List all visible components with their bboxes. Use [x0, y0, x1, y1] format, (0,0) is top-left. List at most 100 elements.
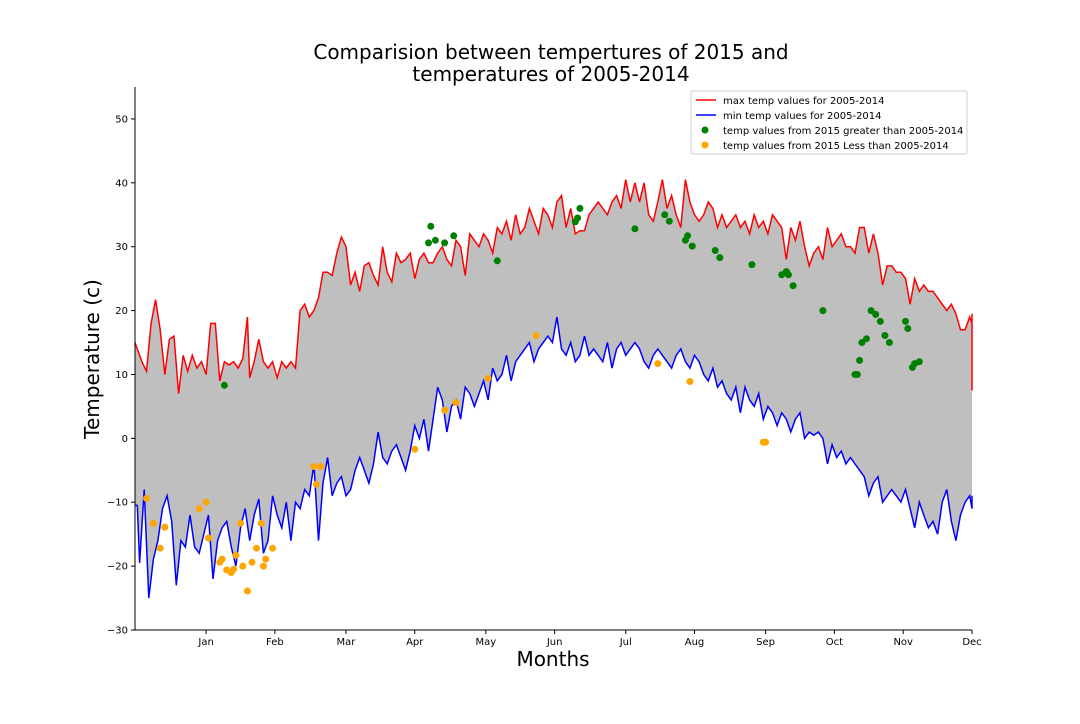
point-below-record — [253, 544, 260, 552]
range-fill-band — [135, 179, 972, 599]
point-above-record — [856, 356, 864, 364]
y-tick-label: 20 — [115, 306, 128, 317]
point-above-record — [427, 222, 435, 230]
point-below-record — [232, 551, 240, 559]
x-tick-label: Nov — [893, 637, 913, 648]
x-tick-label: Aug — [685, 637, 705, 648]
point-above-record — [431, 236, 439, 244]
point-above-record — [885, 339, 893, 346]
point-above-record — [493, 257, 501, 265]
point-below-record — [248, 558, 256, 566]
point-below-record — [257, 519, 265, 527]
y-tick-label: −30 — [107, 626, 128, 637]
chart-title-line-1: Comparision between tempertures of 2015 … — [313, 40, 788, 64]
point-above-record — [631, 225, 639, 233]
point-above-record — [902, 317, 909, 325]
x-tick-label: Apr — [406, 637, 424, 648]
point-above-record — [858, 339, 866, 346]
point-above-record — [819, 307, 827, 315]
point-below-record — [204, 534, 212, 542]
point-below-record — [452, 399, 460, 407]
point-below-record — [149, 519, 157, 527]
point-above-record — [574, 214, 582, 222]
point-above-record — [576, 204, 584, 212]
point-above-record — [688, 242, 696, 250]
point-above-record — [904, 325, 912, 332]
point-below-record — [441, 406, 449, 414]
y-tick-label: 10 — [115, 370, 128, 381]
point-below-record — [411, 445, 419, 453]
point-above-record — [876, 317, 884, 325]
point-below-record — [269, 544, 277, 552]
point-above-record — [863, 335, 870, 343]
legend-label-below: temp values from 2015 Less than 2005-201… — [723, 141, 949, 152]
x-tick-label: May — [476, 637, 497, 648]
y-tick-label: −20 — [107, 562, 128, 573]
x-tick-label: Jan — [197, 637, 213, 648]
chart-title-line-2: temperatures of 2005-2014 — [412, 62, 689, 86]
legend-label-max: max temp values for 2005-2014 — [723, 96, 884, 107]
x-axis-ticks: Jan Feb Mar Apr May Jun Jul Aug Sep Oct Nov Dec — [197, 630, 982, 648]
point-above-record — [665, 217, 673, 225]
point-above-record — [785, 271, 792, 279]
x-tick-label: Jul — [619, 637, 632, 648]
x-axis-label: Months — [516, 647, 589, 671]
point-below-record — [202, 498, 210, 506]
point-below-record — [161, 523, 169, 531]
point-below-record — [195, 505, 203, 513]
x-tick-label: Mar — [337, 637, 357, 648]
y-tick-label: 30 — [115, 242, 128, 253]
point-above-record — [450, 232, 458, 240]
point-below-record — [317, 463, 325, 470]
point-above-record — [425, 239, 432, 247]
point-below-record — [237, 519, 244, 527]
point-below-record — [484, 374, 492, 382]
point-above-record — [684, 232, 692, 240]
point-below-record — [762, 438, 770, 446]
point-below-record — [218, 555, 226, 563]
y-axis-label: Temperature (c) — [80, 279, 104, 440]
point-above-record — [915, 358, 923, 366]
point-below-record — [310, 463, 318, 470]
legend-label-min: min temp values for 2005-2014 — [723, 111, 882, 122]
y-axis-ticks: −30 −20 −10 0 10 20 30 40 50 — [107, 114, 135, 637]
point-above-record — [881, 332, 889, 339]
y-tick-label: 0 — [122, 434, 128, 445]
point-below-record — [262, 555, 270, 563]
point-below-record — [156, 544, 164, 552]
x-tick-label: Sep — [756, 637, 775, 648]
point-above-record — [661, 211, 669, 219]
legend-swatch-above-point — [701, 126, 709, 134]
y-tick-label: −10 — [107, 498, 128, 509]
point-below-record — [243, 587, 251, 595]
plot-area — [134, 179, 973, 599]
x-tick-label: Feb — [266, 637, 284, 648]
x-tick-label: Oct — [826, 637, 843, 648]
point-above-record — [716, 254, 724, 262]
point-above-record — [867, 307, 875, 315]
x-tick-label: Jun — [546, 637, 563, 648]
point-below-record — [230, 565, 238, 573]
max-temp-line — [134, 179, 973, 394]
point-above-record — [748, 261, 756, 269]
point-above-record — [872, 310, 880, 318]
point-above-record — [789, 282, 797, 290]
point-below-record — [239, 562, 247, 570]
legend-label-above: temp values from 2015 greater than 2005-… — [723, 126, 963, 137]
point-above-record — [441, 239, 449, 247]
min-temp-line — [135, 316, 973, 599]
y-tick-label: 50 — [115, 114, 128, 125]
point-above-record — [711, 247, 719, 254]
legend-swatch-below-point — [701, 141, 709, 149]
legend-frame — [690, 90, 968, 155]
point-below-record — [532, 332, 540, 339]
y-tick-label: 40 — [115, 178, 128, 189]
legend: max temp values for 2005-2014 min temp v… — [690, 90, 968, 155]
x-tick-label: Dec — [962, 637, 981, 648]
point-below-record — [686, 378, 694, 385]
point-below-record — [654, 360, 662, 368]
point-below-record — [312, 480, 320, 488]
point-above-record — [853, 371, 861, 378]
